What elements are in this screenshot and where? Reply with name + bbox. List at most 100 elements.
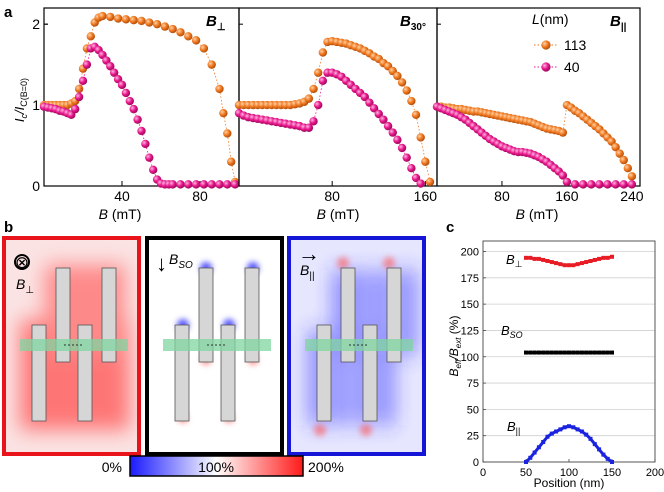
map-parallel-label: B|| [300, 262, 315, 282]
data-point-|| [528, 455, 533, 460]
subplot-frame [43, 7, 240, 187]
data-point-⊥ [558, 262, 563, 267]
map-so-annotation: ↓ BSO [156, 251, 193, 276]
data-point-40 [207, 180, 216, 189]
nanowire-bar [244, 267, 260, 363]
nanowire-bar [55, 267, 71, 363]
x-tick-label: 240 [620, 188, 644, 204]
data-point-⊥ [536, 256, 541, 261]
data-point-|| [541, 440, 546, 445]
data-point-⊥ [532, 256, 537, 261]
nanowire-bar [340, 267, 356, 363]
data-point-40 [379, 115, 388, 124]
data-point-40 [230, 180, 240, 189]
map-perp-annotation: ⊗ B⊥ [14, 253, 34, 296]
data-point-40 [78, 76, 88, 86]
panel-a-subplot-30deg: 80 160 [234, 7, 438, 204]
y-tick-label: 50 [467, 404, 479, 416]
data-point-|| [524, 460, 528, 464]
data-point-113 [416, 133, 425, 142]
data-point-113 [304, 94, 314, 103]
data-point-113 [145, 18, 154, 27]
subplot-label-parallel: B|| [610, 13, 627, 33]
colorbar-gradient [129, 455, 304, 477]
data-point-113 [113, 14, 123, 23]
data-point-|| [571, 425, 576, 430]
data-point-SO [597, 350, 602, 355]
data-point-40 [407, 164, 416, 173]
panel-b-field-maps: ⊗ B⊥ ↓ BSO → B|| 0% 100% 200% [2, 236, 426, 477]
into-page-icon [14, 254, 30, 270]
data-point-⊥ [575, 262, 580, 267]
x-tick-label: 80 [324, 188, 340, 204]
data-point-113 [627, 172, 637, 181]
x-tick-label: 100 [560, 467, 578, 479]
y-tick-label: 25 [467, 431, 479, 443]
data-point-40 [595, 180, 604, 189]
data-point-40 [121, 88, 131, 98]
data-point-SO [588, 350, 593, 355]
data-point-40 [383, 121, 393, 131]
data-point-113 [121, 15, 131, 24]
data-point-40 [110, 68, 119, 77]
data-point-40 [558, 171, 568, 180]
data-point-⊥ [549, 260, 554, 265]
data-point-40 [141, 139, 150, 149]
map-perp-frame [2, 236, 141, 456]
x-tick-label: 80 [192, 188, 208, 204]
y-tick-label: 100 [461, 352, 479, 364]
data-point-40 [137, 126, 146, 136]
panel-c-ylabel: Beff/Bext (%) [447, 316, 463, 377]
data-point-40 [309, 117, 318, 126]
data-point-113 [619, 155, 628, 165]
legend-title: L(nm) [532, 11, 569, 27]
panel-c-xlabel: Position (nm) [534, 476, 605, 490]
data-point-113 [160, 22, 170, 31]
y-tick-label: 2 [32, 16, 40, 32]
data-point-SO [592, 350, 597, 355]
data-point-SO [524, 350, 528, 355]
panel-label-c: c [446, 219, 454, 236]
data-point-40 [176, 180, 185, 189]
data-point-|| [601, 452, 606, 457]
data-point-|| [567, 424, 571, 429]
legend: L(nm) 113 40 [532, 11, 587, 75]
data-point-40 [562, 177, 572, 187]
y-tick-label: 0 [32, 178, 40, 194]
data-point-113 [402, 86, 411, 95]
data-point-|| [562, 425, 567, 430]
legend-marker-113 [541, 40, 551, 50]
y-tick-label: 125 [461, 325, 479, 337]
x-tick-label: 200 [646, 467, 664, 479]
x-tick-label: 160 [414, 188, 438, 204]
data-point-40 [402, 153, 411, 162]
data-point-113 [86, 32, 96, 41]
data-point-|| [558, 427, 563, 432]
data-point-113 [106, 12, 115, 22]
data-point-40 [611, 180, 620, 189]
data-point-40 [145, 153, 154, 162]
nanowire-bar [101, 267, 117, 363]
series-label-parallel: B|| [507, 419, 520, 436]
data-point-⊥ [579, 261, 584, 266]
legend-marker-40 [541, 62, 551, 72]
panel-a-chart: Ic/IC(B=0) 0 1 2 40 80 80 160 80 160 240 B⊥ B3… [12, 7, 644, 222]
data-point-|| [545, 434, 550, 439]
data-point-⊥ [605, 255, 610, 260]
data-point-SO [528, 350, 533, 355]
data-point-40 [578, 180, 588, 189]
data-point-113 [199, 44, 209, 53]
data-point-|| [554, 429, 559, 434]
data-point-40 [360, 92, 369, 102]
data-point-40 [168, 180, 177, 189]
data-point-113 [309, 84, 318, 94]
data-point-40 [74, 92, 84, 102]
data-point-40 [199, 180, 209, 189]
data-point-40 [369, 104, 379, 113]
data-point-SO [601, 350, 606, 355]
data-point-|| [584, 432, 589, 437]
data-point-SO [567, 350, 571, 355]
data-point-|| [610, 460, 614, 464]
data-point-40 [129, 104, 138, 114]
